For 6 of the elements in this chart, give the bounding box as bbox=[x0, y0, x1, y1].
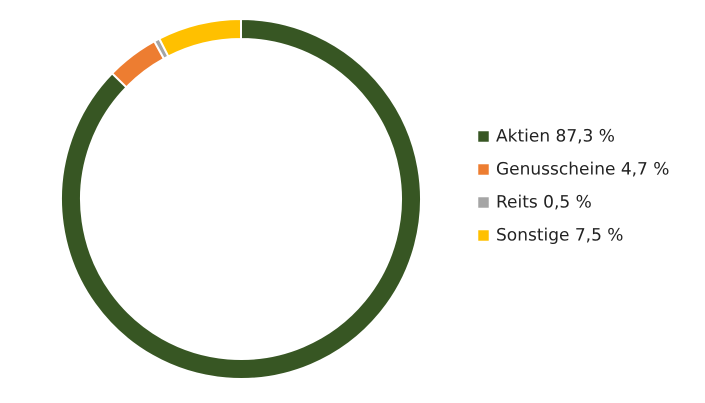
legend-label: Genusscheine 4,7 % bbox=[496, 160, 670, 180]
donut-slice bbox=[60, 18, 422, 380]
legend-label: Sonstige 7,5 % bbox=[496, 226, 624, 246]
legend-label: Aktien 87,3 % bbox=[496, 126, 615, 146]
donut-slice bbox=[111, 40, 165, 88]
legend-label: Reits 0,5 % bbox=[496, 192, 592, 212]
